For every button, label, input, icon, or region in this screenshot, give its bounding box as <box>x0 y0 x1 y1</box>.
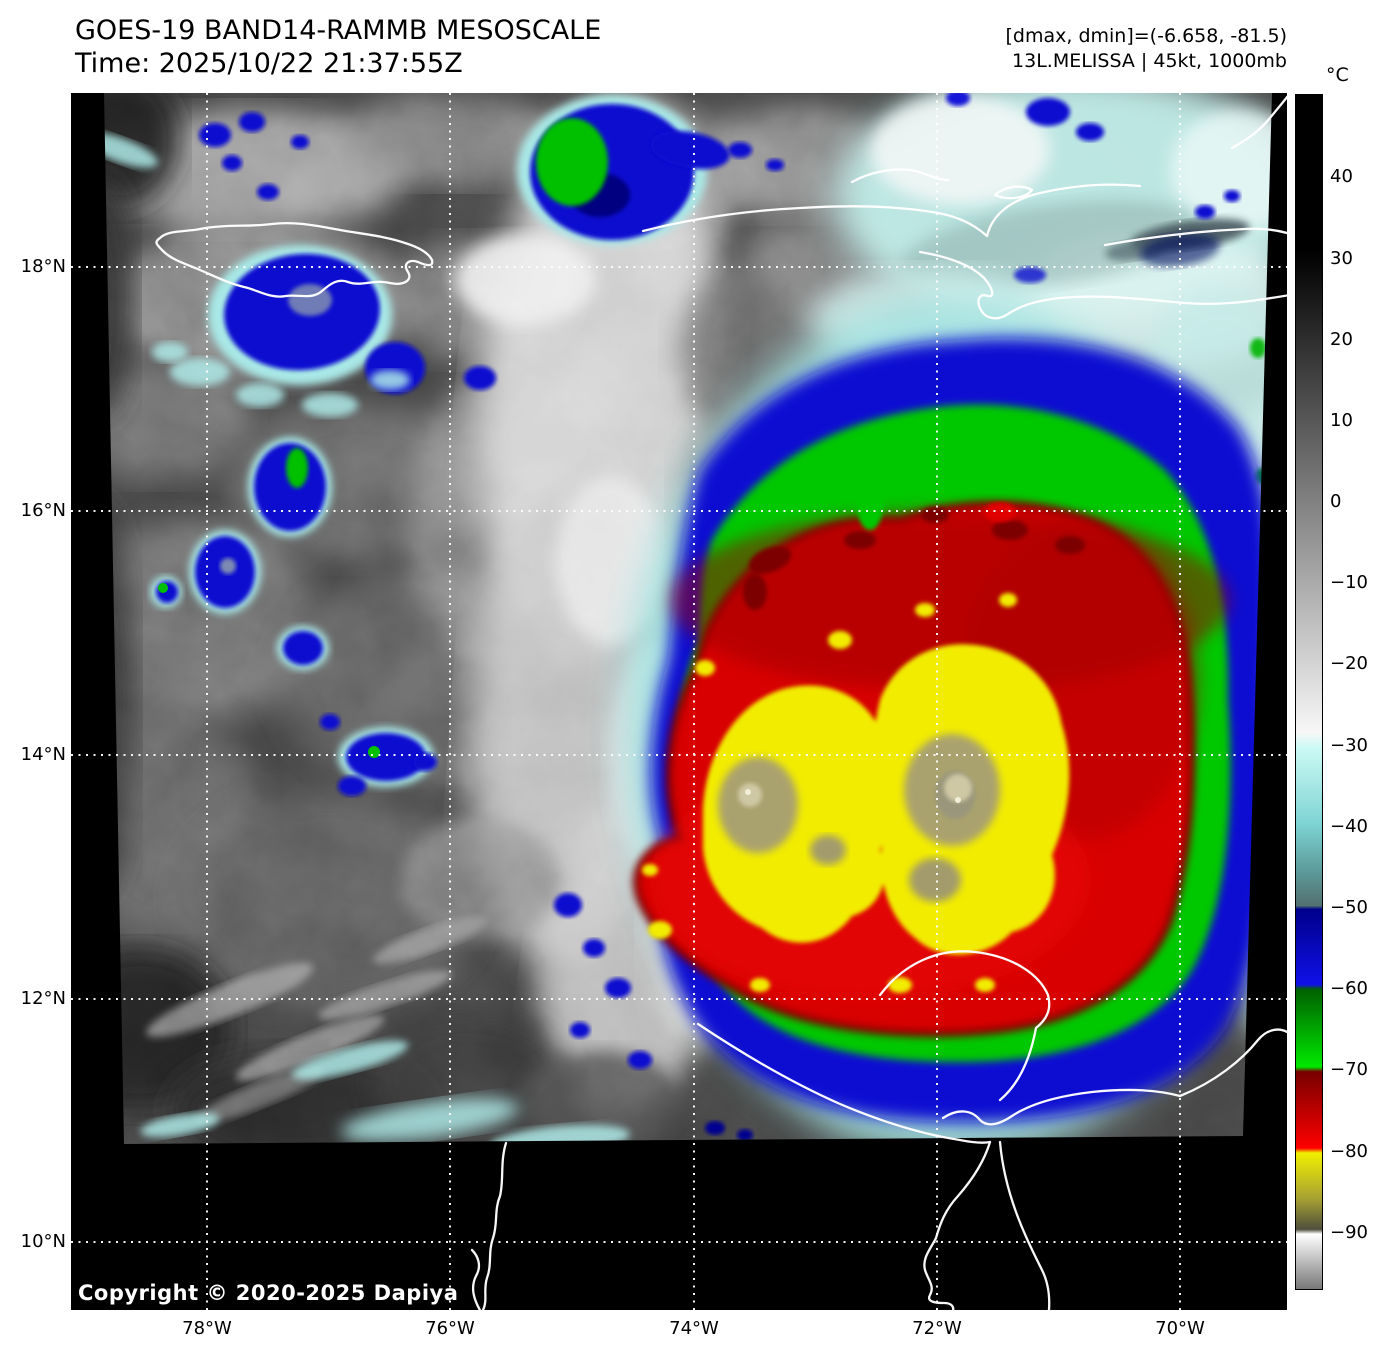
cb-tick-m50: −50 <box>1330 897 1368 918</box>
coastline-colombia-hook <box>470 1248 482 1310</box>
temperature-colorbar <box>1295 94 1323 1290</box>
cb-tick-m20: −20 <box>1330 653 1368 674</box>
coastline-samana <box>1230 95 1287 150</box>
storm-info: 13L.MELISSA | 45kt, 1000mb <box>1012 50 1287 72</box>
lon-label-76w: 76°W <box>425 1318 475 1339</box>
cb-tick-m60: −60 <box>1330 978 1368 999</box>
lon-label-78w: 78°W <box>182 1318 232 1339</box>
coastline-venezuela-coast <box>696 1022 992 1144</box>
cyan-patches <box>104 132 630 1144</box>
coastline-guajira-north <box>878 950 1051 1102</box>
graticule <box>71 93 1287 1310</box>
cb-tick-40: 40 <box>1330 166 1353 187</box>
coastline-gulf-venezuela-east <box>998 1140 1051 1310</box>
storm-darkred-spots <box>743 507 1085 610</box>
cb-tick-m90: −90 <box>1330 1222 1368 1243</box>
cb-tick-30: 30 <box>1330 248 1353 269</box>
cb-tick-m80: −80 <box>1330 1141 1368 1162</box>
cb-tick-0: 0 <box>1330 491 1342 512</box>
lon-label-74w: 74°W <box>669 1318 719 1339</box>
cb-tick-10: 10 <box>1330 410 1353 431</box>
storm-overshoot-gray-cores <box>718 734 1000 902</box>
coastline-gonave-island <box>993 185 1034 200</box>
cb-tick-m40: −40 <box>1330 816 1368 837</box>
header-block: GOES-19 BAND14-RAMMB MESOSCALE Time: 202… <box>75 14 601 80</box>
image-timestamp: Time: 2025/10/22 21:37:55Z <box>75 48 463 79</box>
coastline-haiti-claw <box>985 183 1142 238</box>
coastline-colombia <box>481 1141 508 1310</box>
cb-tick-m10: −10 <box>1330 572 1368 593</box>
coastline-paraguana <box>1178 1028 1287 1098</box>
hurricane-melissa <box>625 300 1272 1144</box>
lat-label-10n: 10°N <box>20 1231 66 1252</box>
lat-label-12n: 12°N <box>20 988 66 1009</box>
coastline-gonave-gulf <box>850 168 950 184</box>
cb-tick-20: 20 <box>1330 329 1353 350</box>
satellite-map <box>71 93 1287 1310</box>
lat-label-14n: 14°N <box>20 744 66 765</box>
lat-label-16n: 16°N <box>20 500 66 521</box>
coastline-hispaniola-south <box>918 250 1287 320</box>
header-right-block: [dmax, dmin]=(-6.658, -81.5) 13L.MELISSA… <box>1006 24 1287 74</box>
coastline-haiti-tiburon-north <box>641 205 989 238</box>
satellite-image <box>71 93 1287 1310</box>
colorbar-unit-label: °C <box>1326 64 1349 86</box>
coastline-guajira-south <box>941 1088 1182 1126</box>
lon-label-72w: 72°W <box>912 1318 962 1339</box>
product-title: GOES-19 BAND14-RAMMB MESOSCALE <box>75 15 602 46</box>
coastlines <box>155 95 1287 1310</box>
lat-label-18n: 18°N <box>20 256 66 277</box>
cb-tick-m30: −30 <box>1330 735 1368 756</box>
data-swath <box>104 93 1272 1144</box>
temp-range-info: [dmax, dmin]=(-6.658, -81.5) <box>1005 25 1287 47</box>
lon-label-70w: 70°W <box>1155 1318 1205 1339</box>
coastline-gulf-venezuela-west <box>923 1140 992 1310</box>
coastline-dr-north <box>1103 227 1287 247</box>
copyright-watermark: Copyright © 2020-2025 Dapiya <box>78 1281 459 1305</box>
cb-tick-m70: −70 <box>1330 1059 1368 1080</box>
coastline-jamaica <box>155 221 434 298</box>
